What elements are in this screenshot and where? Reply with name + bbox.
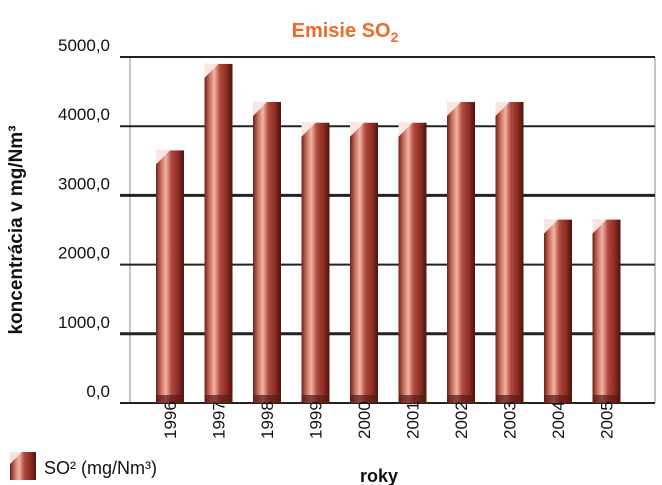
- bar-body: [447, 101, 475, 403]
- bar: [447, 101, 475, 403]
- y-tick-labels: 0,0 1000,0 2000,0 3000,0 4000,0 5000,0: [58, 36, 110, 401]
- bar-base: [592, 395, 621, 403]
- bar-base: [301, 395, 330, 403]
- bar-highlight: [447, 101, 461, 116]
- x-tick-label: 1997: [210, 401, 229, 439]
- bar-highlight: [350, 122, 364, 137]
- bar-base: [156, 395, 184, 403]
- x-tick-label: 2005: [598, 401, 617, 439]
- y-tick-label: 2000,0: [58, 244, 110, 263]
- bar-base: [204, 395, 233, 403]
- gridlines: [120, 56, 656, 404]
- bar: [495, 101, 524, 403]
- bar-highlight: [398, 122, 413, 137]
- bar-body: [495, 101, 524, 403]
- x-tick-labels: 1996 1997 1998 1999 2000 2001 2002 2003 2004 2005: [161, 401, 617, 439]
- x-tick-label: 1999: [307, 401, 326, 439]
- y-tick-label: 0,0: [86, 382, 110, 401]
- x-tick-label: 1996: [161, 401, 180, 439]
- bar: [544, 219, 572, 403]
- x-tick-label: 2002: [452, 401, 471, 439]
- bar-highlight: [301, 122, 316, 137]
- bar-highlight: [592, 219, 607, 234]
- bar-body: [398, 122, 427, 404]
- bar: [204, 63, 233, 404]
- y-tick-label: 1000,0: [58, 313, 110, 332]
- x-tick-label: 2001: [404, 401, 423, 439]
- bar-base: [544, 395, 572, 403]
- bar: [350, 122, 378, 404]
- y-tick-label: 4000,0: [58, 105, 110, 124]
- legend-swatch-highlight: [10, 452, 22, 464]
- bar: [301, 122, 330, 404]
- bar-body: [301, 122, 330, 404]
- legend-label: SO² (mg/Nm³): [44, 458, 157, 478]
- x-axis-label: roky: [360, 466, 398, 485]
- bars: [156, 63, 621, 404]
- bar-body: [592, 219, 621, 403]
- bar: [156, 150, 184, 403]
- x-tick-label: 1998: [258, 401, 277, 439]
- bar-highlight: [204, 63, 219, 78]
- bar-base: [398, 395, 427, 403]
- legend: SO² (mg/Nm³): [10, 452, 157, 480]
- bar: [592, 219, 621, 403]
- x-tick-label: 2004: [549, 401, 568, 439]
- bar-highlight: [544, 219, 558, 234]
- bar: [253, 101, 281, 403]
- bar-base: [447, 395, 475, 403]
- chart-title: Emisie SO2: [292, 20, 399, 45]
- bar-body: [544, 219, 572, 403]
- bar-body: [350, 122, 378, 404]
- y-tick-label: 3000,0: [58, 174, 110, 193]
- bar-body: [253, 101, 281, 403]
- bar-base: [495, 395, 524, 403]
- bar-highlight: [495, 101, 510, 116]
- bar: [398, 122, 427, 404]
- bar-body: [204, 63, 233, 404]
- bar-base: [350, 395, 378, 403]
- y-axis-label: koncentrácia v mg/Nm³: [6, 125, 27, 334]
- x-tick-label: 2000: [355, 401, 374, 439]
- bar-base: [253, 395, 281, 403]
- bar-body: [156, 150, 184, 403]
- bar-highlight: [253, 101, 267, 116]
- bar-highlight: [156, 150, 170, 165]
- y-tick-label: 5000,0: [58, 36, 110, 55]
- x-tick-label: 2003: [501, 401, 520, 439]
